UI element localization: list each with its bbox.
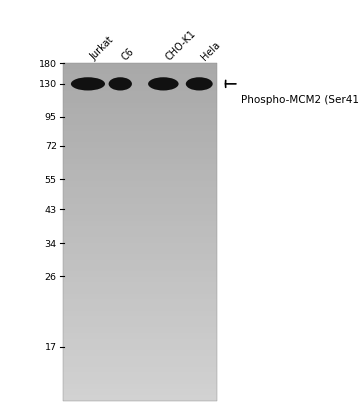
Bar — [63, 305, 217, 311]
Ellipse shape — [71, 78, 105, 91]
Bar — [63, 394, 217, 401]
Bar — [63, 187, 217, 193]
Bar — [63, 311, 217, 316]
Bar — [63, 204, 217, 210]
Bar — [63, 327, 217, 333]
Bar — [63, 176, 217, 182]
Bar — [63, 378, 217, 384]
Text: Phospho-MCM2 (Ser41): Phospho-MCM2 (Ser41) — [241, 95, 359, 105]
Bar — [63, 266, 217, 272]
Text: Hela: Hela — [199, 39, 222, 62]
Text: 95: 95 — [45, 113, 57, 122]
Bar — [63, 361, 217, 367]
Text: 26: 26 — [45, 272, 57, 281]
Bar — [63, 367, 217, 373]
Text: 72: 72 — [45, 142, 57, 151]
Bar — [63, 288, 217, 294]
Bar — [63, 226, 217, 232]
Bar — [63, 120, 217, 126]
Bar — [63, 137, 217, 142]
Text: Jurkat: Jurkat — [88, 35, 115, 62]
Bar — [63, 170, 217, 176]
Bar — [63, 243, 217, 249]
Bar — [63, 271, 217, 277]
Bar — [63, 232, 217, 238]
Bar — [63, 148, 217, 154]
Bar — [63, 277, 217, 283]
Bar — [63, 75, 217, 81]
Bar — [63, 92, 217, 98]
Bar — [63, 299, 217, 305]
Bar — [63, 372, 217, 378]
Bar — [63, 215, 217, 221]
Bar — [63, 344, 217, 350]
Bar — [63, 322, 217, 328]
Bar — [63, 333, 217, 339]
Bar — [63, 383, 217, 389]
Bar — [63, 125, 217, 131]
Bar — [63, 103, 217, 109]
Bar — [63, 237, 217, 244]
Bar — [63, 64, 217, 70]
Bar — [63, 198, 217, 204]
Text: 17: 17 — [45, 342, 57, 351]
Bar — [63, 209, 217, 216]
Bar — [63, 64, 217, 401]
Text: 34: 34 — [45, 239, 57, 248]
Bar — [63, 165, 217, 171]
Bar — [63, 221, 217, 227]
Bar — [63, 316, 217, 322]
Text: CHO-K1: CHO-K1 — [163, 28, 197, 62]
Ellipse shape — [148, 78, 179, 91]
Bar — [63, 181, 217, 188]
Ellipse shape — [108, 78, 132, 91]
Bar — [63, 97, 217, 103]
Bar — [63, 355, 217, 361]
Bar — [63, 109, 217, 114]
Bar — [63, 69, 217, 75]
Bar — [63, 389, 217, 395]
Bar — [63, 192, 217, 199]
Bar — [63, 260, 217, 266]
Text: 55: 55 — [45, 175, 57, 184]
Bar — [63, 131, 217, 137]
Bar — [63, 294, 217, 300]
Bar — [63, 254, 217, 260]
Ellipse shape — [186, 78, 213, 91]
Bar — [63, 249, 217, 255]
Bar — [63, 81, 217, 86]
Text: C6: C6 — [120, 46, 136, 62]
Text: 130: 130 — [39, 80, 57, 89]
Bar — [63, 282, 217, 288]
Text: 43: 43 — [45, 205, 57, 214]
Bar — [63, 142, 217, 148]
Text: 180: 180 — [39, 59, 57, 69]
Bar — [63, 350, 217, 356]
Bar — [63, 159, 217, 165]
Bar — [63, 114, 217, 120]
Bar — [63, 339, 217, 344]
Bar — [63, 153, 217, 159]
Bar — [63, 86, 217, 92]
